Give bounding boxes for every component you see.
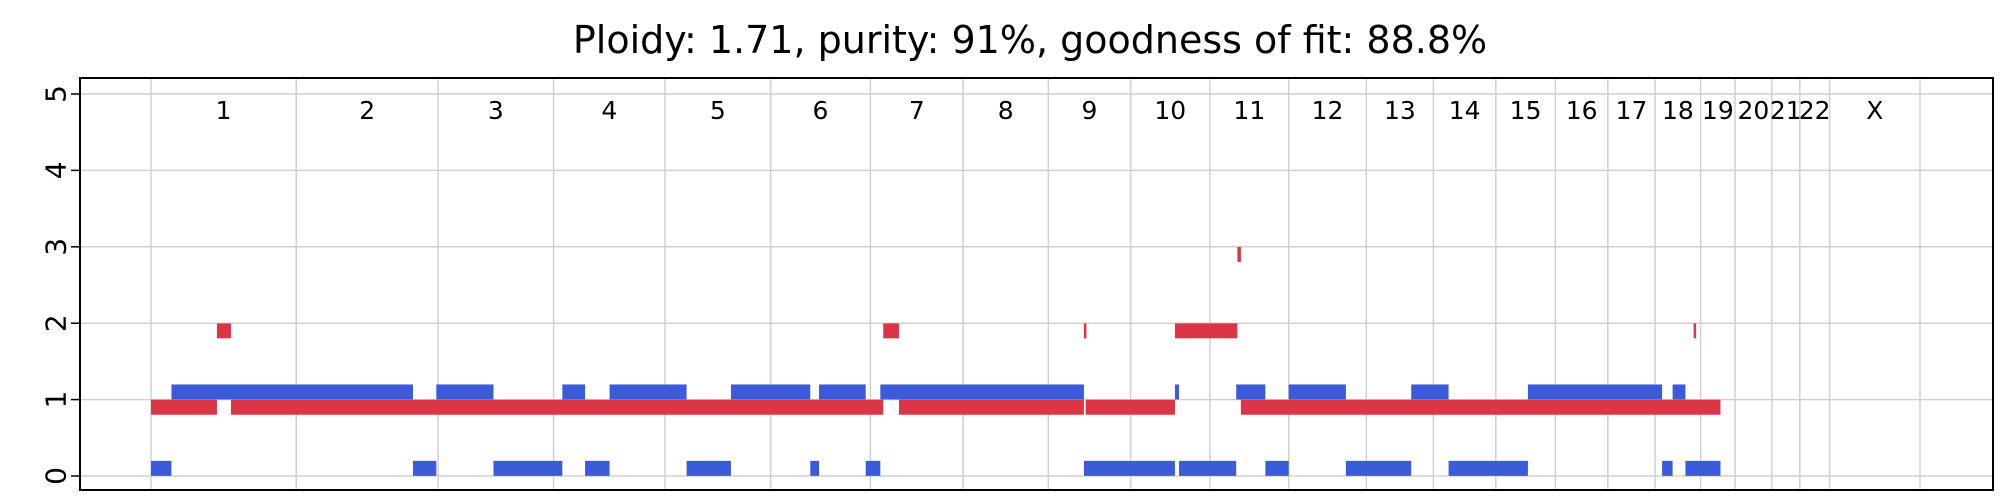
chromosome-label-11: 11 — [1233, 96, 1265, 125]
segment-series-1 — [562, 384, 586, 400]
segment-series-1 — [151, 460, 172, 476]
chromosome-label-6: 6 — [813, 96, 829, 125]
chromosome-label-2: 2 — [359, 96, 375, 125]
chromosome-label-16: 16 — [1566, 96, 1598, 125]
segment-series-1 — [585, 460, 610, 476]
segment-series-1 — [880, 384, 1084, 400]
segment-series-2 — [230, 399, 884, 415]
segment-series-1 — [1174, 384, 1180, 400]
chromosome-label-3: 3 — [488, 96, 504, 125]
segment-series-2 — [216, 323, 231, 339]
segment-series-2 — [1240, 399, 1721, 415]
chromosome-label-22: 22 — [1799, 96, 1831, 125]
segment-series-2 — [1174, 323, 1238, 339]
y-tick-label: 5 — [40, 85, 73, 103]
segment-series-1 — [1672, 384, 1686, 400]
segment-series-1 — [1345, 460, 1412, 476]
chromosome-label-14: 14 — [1449, 96, 1481, 125]
segment-series-1 — [730, 384, 811, 400]
segment-series-1 — [1662, 460, 1673, 476]
segment-series-1 — [1527, 384, 1663, 400]
segment-series-2 — [151, 399, 217, 415]
segment-series-1 — [1179, 460, 1237, 476]
segment-series-2 — [1085, 399, 1175, 415]
chromosome-label-19: 19 — [1702, 96, 1734, 125]
chromosome-label-17: 17 — [1616, 96, 1648, 125]
chromosome-label-X: X — [1866, 96, 1883, 125]
chromosome-label-1: 1 — [216, 96, 232, 125]
chromosome-label-20: 20 — [1738, 96, 1770, 125]
segment-series-1 — [686, 460, 731, 476]
y-tick-label: 0 — [40, 467, 73, 485]
chromosome-label-5: 5 — [710, 96, 726, 125]
segment-series-1 — [810, 460, 820, 476]
chromosome-label-12: 12 — [1312, 96, 1344, 125]
segment-series-2 — [898, 399, 1084, 415]
segment-series-1 — [1085, 460, 1175, 476]
segment-series-1 — [171, 384, 413, 400]
segment-series-2 — [1237, 246, 1241, 262]
chromosome-label-10: 10 — [1154, 96, 1186, 125]
chromosome-label-13: 13 — [1384, 96, 1416, 125]
chart-title: Ploidy: 1.71, purity: 91%, goodness of f… — [573, 18, 1487, 62]
segment-series-2 — [883, 323, 899, 339]
segment-series-1 — [1411, 384, 1449, 400]
segment-series-1 — [1083, 460, 1087, 476]
segment-series-2 — [1083, 323, 1087, 339]
chromosome-label-8: 8 — [998, 96, 1014, 125]
chromosome-label-15: 15 — [1510, 96, 1542, 125]
chromosome-label-18: 18 — [1662, 96, 1694, 125]
segment-series-1 — [436, 384, 494, 400]
segment-series-1 — [493, 460, 563, 476]
plot-frame — [79, 77, 1994, 491]
chromosome-label-21: 21 — [1770, 96, 1802, 125]
segment-series-2 — [1693, 323, 1697, 339]
chromosome-label-9: 9 — [1082, 96, 1098, 125]
segment-series-1 — [1288, 384, 1346, 400]
y-tick-label: 4 — [40, 161, 73, 179]
y-tick-label: 2 — [40, 314, 73, 332]
segment-series-1 — [819, 384, 866, 400]
y-tick-label: 1 — [40, 391, 73, 409]
segment-series-1 — [1685, 460, 1721, 476]
segment-series-1 — [1265, 460, 1289, 476]
segment-series-1 — [1448, 460, 1528, 476]
chromosome-label-7: 7 — [909, 96, 925, 125]
segment-series-1 — [609, 384, 687, 400]
y-tick-label: 3 — [40, 238, 73, 256]
segment-series-1 — [865, 460, 881, 476]
segment-series-1 — [412, 460, 437, 476]
segment-series-1 — [1236, 384, 1266, 400]
chromosome-label-4: 4 — [601, 96, 617, 125]
